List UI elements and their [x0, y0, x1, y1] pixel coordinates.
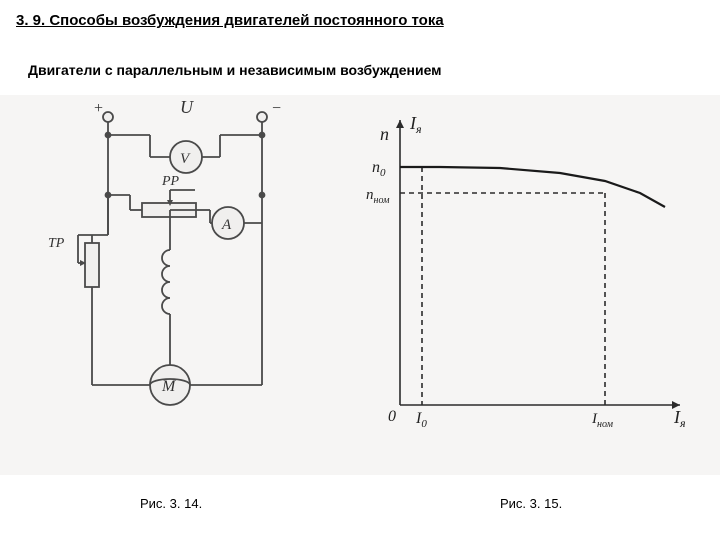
section-subtitle: Двигатели с параллельным и независимым в… — [28, 62, 442, 78]
svg-text:Iя: Iя — [409, 113, 422, 136]
circuit-diagram: + − U V — [30, 95, 330, 435]
plus-label: + — [94, 100, 103, 117]
figure-area: + − U V — [0, 95, 720, 475]
section-title: 3. 9. Способы возбуждения двигателей пос… — [16, 12, 444, 29]
caption-left: Рис. 3. 14. — [140, 496, 202, 511]
svg-text:Iном: Iном — [591, 411, 614, 430]
svg-text:n0: n0 — [372, 159, 386, 179]
characteristic-graph: n Iя Iя 0 n0 nном I0 — [360, 105, 690, 435]
u-label: U — [180, 97, 194, 117]
svg-text:nном: nном — [366, 187, 390, 206]
ammeter-label: A — [221, 217, 232, 233]
origin-label: 0 — [388, 408, 396, 425]
caption-right: Рис. 3. 15. — [500, 496, 562, 511]
tp-label: TP — [48, 236, 65, 251]
n-axis-label: n — [380, 124, 389, 144]
pp-label: PP — [161, 174, 180, 189]
svg-text:I0: I0 — [415, 410, 427, 430]
minus-label: − — [272, 100, 281, 117]
svg-text:Iя: Iя — [673, 407, 686, 430]
motor-label: M — [161, 378, 177, 395]
